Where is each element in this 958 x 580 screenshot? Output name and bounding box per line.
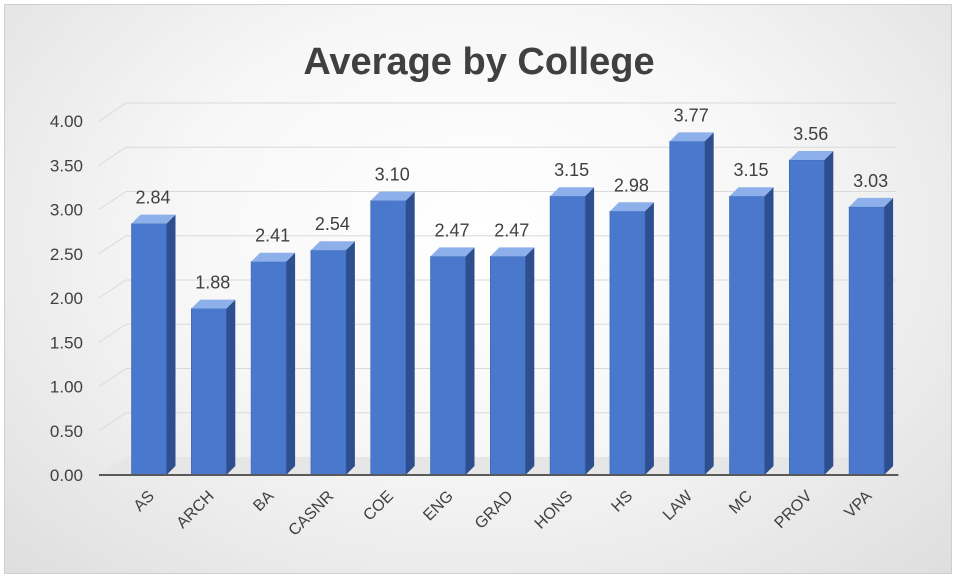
- bar-coe: [371, 192, 415, 475]
- data-label: 3.56: [793, 124, 828, 144]
- bar-side: [466, 247, 475, 475]
- bar-front: [132, 224, 167, 475]
- bar-mc: [730, 187, 774, 475]
- y-tick-label: 0.50: [50, 422, 83, 441]
- data-label: 3.10: [375, 165, 410, 185]
- y-tick-label: 1.00: [50, 378, 83, 397]
- bar-side: [226, 300, 235, 475]
- x-tick-label: PROV: [772, 488, 816, 532]
- y-tick-label: 2.00: [50, 289, 83, 308]
- x-tick-label: HONS: [532, 488, 577, 533]
- x-tick-label: CASNR: [286, 488, 338, 540]
- bar-side: [286, 253, 295, 475]
- bar-side: [406, 192, 415, 475]
- bar-front: [490, 256, 525, 475]
- bar-prov: [789, 151, 833, 475]
- bar-front: [191, 309, 226, 475]
- chart-frame: Average by College 0.00 0.50 1.00 1.50 2.00 2…: [4, 4, 952, 574]
- data-label: 1.88: [195, 273, 230, 293]
- x-tick-label: AS: [131, 488, 158, 515]
- y-tick-label: 2.50: [50, 245, 83, 264]
- y-tick-label: 3.00: [50, 201, 83, 220]
- x-tick-label: ENG: [420, 488, 457, 525]
- bar-front: [730, 196, 765, 475]
- bar-vpa: [849, 198, 893, 475]
- bar-ba: [251, 253, 295, 475]
- x-tick-label: MC: [726, 488, 756, 518]
- bar-casnr: [311, 241, 355, 475]
- bar-front: [849, 207, 884, 475]
- bar-front: [789, 160, 824, 475]
- bar-as: [132, 215, 176, 475]
- bar-side: [884, 198, 893, 475]
- x-tick-label: ARCH: [174, 488, 218, 532]
- bar-law: [670, 132, 714, 475]
- bar-side: [346, 241, 355, 475]
- bar-front: [431, 256, 466, 475]
- bar-grad: [490, 247, 534, 475]
- data-label: 2.98: [614, 175, 649, 195]
- bar-front: [550, 196, 585, 475]
- bar-side: [645, 202, 654, 475]
- data-label: 3.15: [733, 160, 768, 180]
- data-label: 2.47: [434, 220, 469, 240]
- y-tick-label: 4.00: [50, 112, 83, 131]
- bar-side: [705, 132, 714, 475]
- data-label: 3.15: [554, 160, 589, 180]
- bar-side: [585, 187, 594, 475]
- bar-front: [670, 141, 705, 475]
- bar-side: [824, 151, 833, 475]
- bar-front: [251, 262, 286, 475]
- bar-hs: [610, 202, 654, 475]
- bar-chart-plot: 0.00 0.50 1.00 1.50 2.00 2.50 3.00 3.50 4.00 2.84…: [5, 5, 953, 575]
- x-tick-label: BA: [250, 488, 277, 515]
- gridline: [99, 103, 896, 121]
- gridline: [99, 147, 896, 165]
- y-tick-label: 3.50: [50, 156, 83, 175]
- x-tick-label: GRAD: [472, 488, 517, 533]
- bar-side: [167, 215, 176, 475]
- bar-side: [525, 247, 534, 475]
- bar-side: [765, 187, 774, 475]
- x-tick-label: HS: [608, 488, 636, 516]
- gridline: [99, 192, 896, 210]
- data-label: 2.84: [135, 188, 170, 208]
- data-label: 2.41: [255, 226, 290, 246]
- bar-front: [311, 250, 346, 475]
- bar-front: [371, 201, 406, 475]
- y-tick-label: 0.00: [50, 466, 83, 485]
- x-tick-label: VPA: [842, 488, 876, 522]
- data-label: 3.77: [674, 105, 709, 125]
- bar-eng: [431, 247, 475, 475]
- data-label: 2.54: [315, 214, 350, 234]
- x-tick-label: COE: [360, 488, 397, 525]
- data-label: 2.47: [494, 220, 529, 240]
- bar-arch: [191, 300, 235, 475]
- data-label: 3.03: [853, 171, 888, 191]
- y-tick-label: 1.50: [50, 333, 83, 352]
- x-tick-label: LAW: [660, 487, 697, 524]
- bar-hons: [550, 187, 594, 475]
- bar-front: [610, 211, 645, 475]
